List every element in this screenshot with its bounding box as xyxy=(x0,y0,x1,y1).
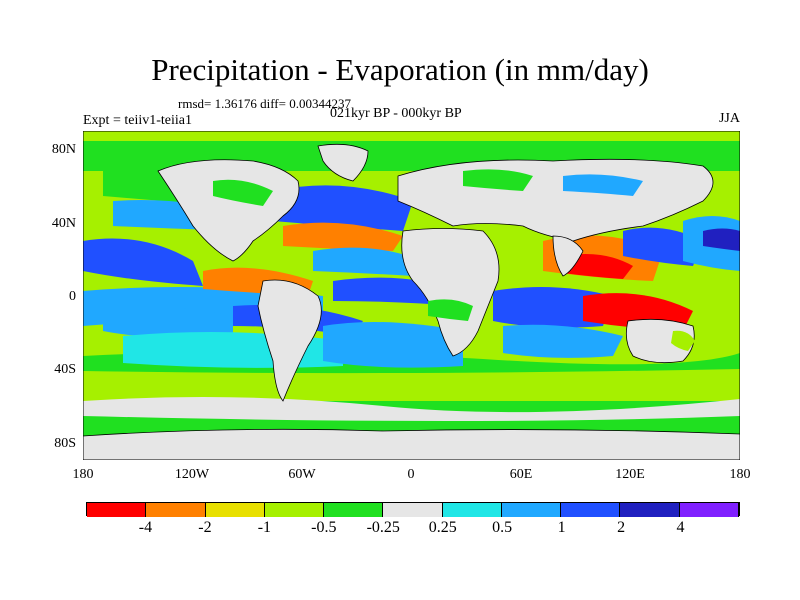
lon-tick-60w: 60W xyxy=(288,467,316,482)
colorbar-label: 4 xyxy=(676,519,685,536)
colorbar-label: 0.5 xyxy=(492,519,513,536)
lat-tick-0: 0 xyxy=(69,289,76,304)
colorbar-label: -1 xyxy=(257,519,272,536)
lon-tick-120w: 120W xyxy=(174,467,210,482)
colorbar-label: -0.25 xyxy=(366,519,400,536)
lon-tick-60e: 60E xyxy=(509,467,533,482)
colorbar xyxy=(86,502,740,517)
colorbar-label: -2 xyxy=(198,519,212,536)
lon-tick-180e: 180 xyxy=(729,467,751,482)
colorbar-swatch xyxy=(561,503,621,517)
colorbar-swatch xyxy=(679,503,739,517)
lat-tick-40s: 40S xyxy=(54,362,76,377)
stats-line: rmsd= 1.36176 diff= 0.00344237 xyxy=(178,96,351,111)
lat-tick-40n: 40N xyxy=(51,216,76,231)
colorbar-swatch xyxy=(264,503,325,517)
lon-tick-0: 0 xyxy=(407,467,415,482)
colorbar-swatch xyxy=(87,503,147,517)
lat-tick-80n: 80N xyxy=(51,142,76,157)
colorbar-swatch xyxy=(205,503,265,517)
colorbar-swatch xyxy=(501,503,562,517)
colorbar-label: -0.5 xyxy=(311,519,337,536)
colorbar-swatch xyxy=(383,503,443,517)
season-label: JJA xyxy=(718,111,740,126)
colorbar-label: -4 xyxy=(138,519,153,536)
colorbar-swatch xyxy=(146,503,206,517)
colorbar-label: 2 xyxy=(617,519,626,536)
precip-evap-map xyxy=(83,131,740,460)
colorbar-label: 1 xyxy=(557,519,566,536)
plot-title: Precipitation - Evaporation (in mm/day) xyxy=(151,52,649,87)
experiment-label: Expt = teiiv1-teiia1 xyxy=(83,113,192,128)
colorbar-swatch xyxy=(442,503,502,517)
lon-tick-120e: 120E xyxy=(615,467,645,482)
lat-tick-80s: 80S xyxy=(54,436,76,451)
colorbar-swatch xyxy=(620,503,680,517)
colorbar-swatch xyxy=(324,503,384,517)
lon-tick-180w: 180 xyxy=(72,467,94,482)
period-label: 021kyr BP - 000kyr BP xyxy=(330,106,462,121)
colorbar-label: 0.25 xyxy=(428,519,457,536)
